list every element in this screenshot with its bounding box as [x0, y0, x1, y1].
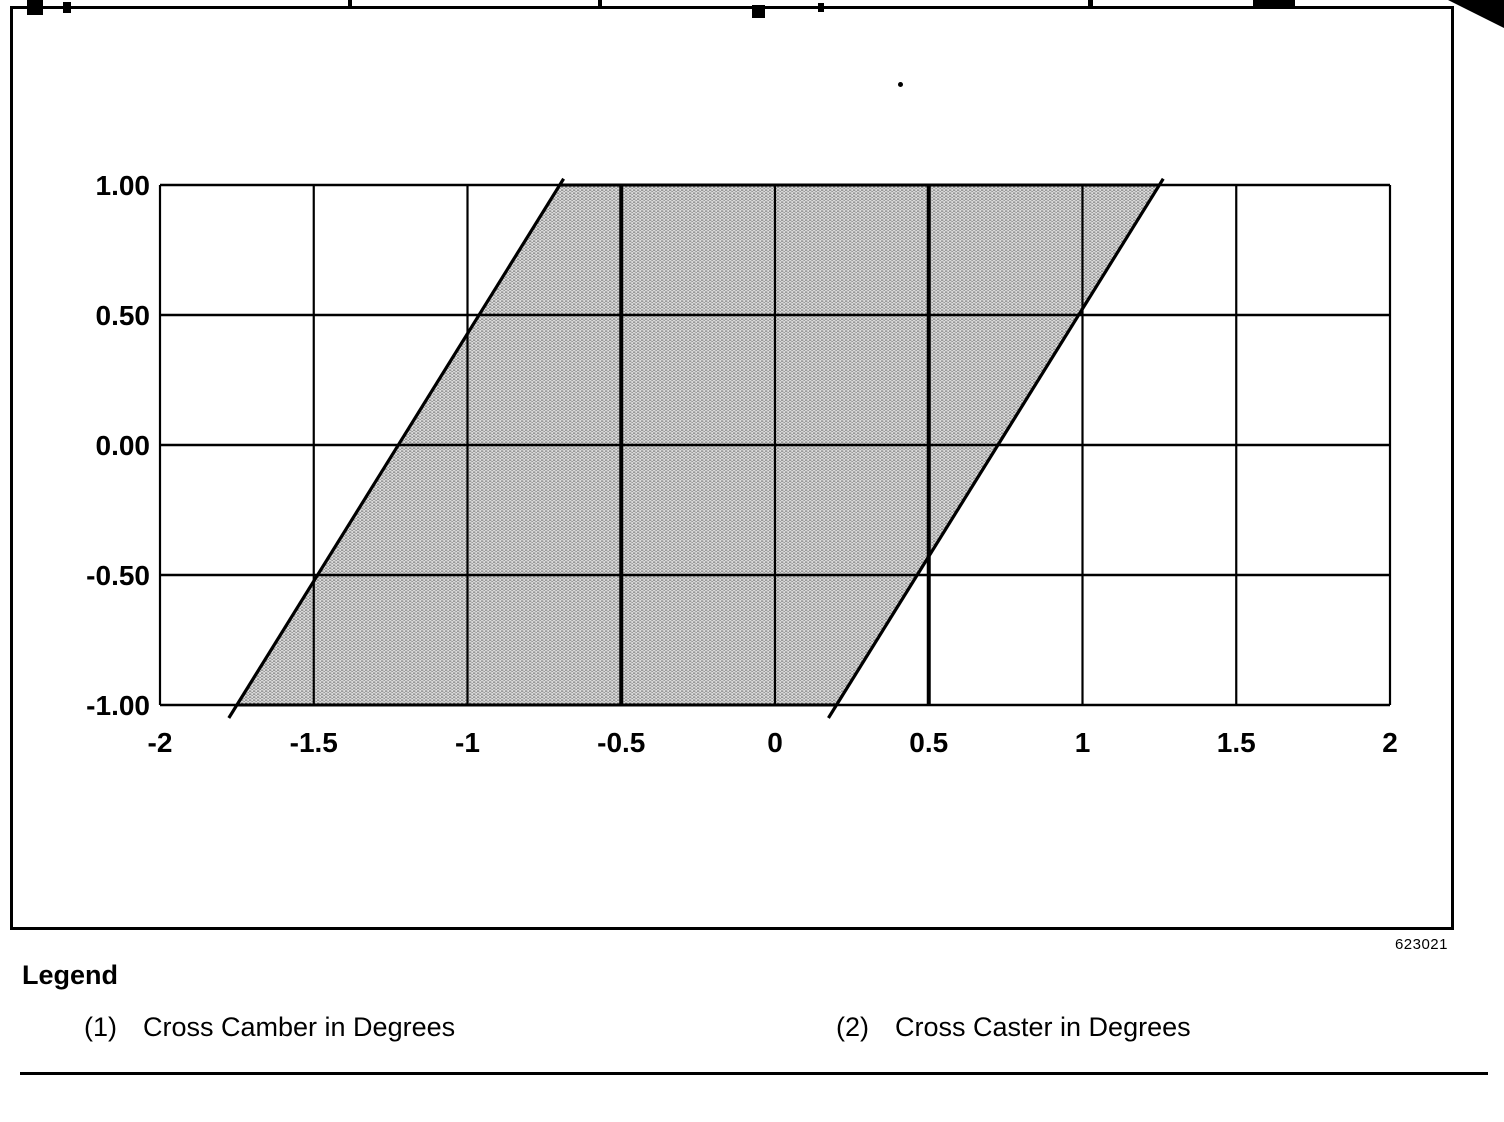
- y-tick-label: 0.00: [96, 430, 151, 461]
- scan-artifact: [818, 3, 824, 12]
- scan-artifact: [63, 2, 71, 13]
- x-tick-label: 1.5: [1217, 727, 1256, 758]
- legend-item-marker: (1): [84, 1012, 117, 1042]
- y-tick-label: -0.50: [86, 560, 150, 591]
- x-tick-label: 2: [1382, 727, 1398, 758]
- legend-item: (2) Cross Caster in Degrees: [836, 1012, 1191, 1043]
- scan-artifact: [598, 0, 602, 8]
- scan-artifact: [1253, 0, 1295, 9]
- figure-frame: 1.00 0.50 0.00 -0.50 -1.00 -2 -1.5 -1 -0.5 0 0.5 1 1…: [10, 6, 1454, 930]
- alignment-spec-chart: 1.000.500.00-0.50-1.00-2 -1.5 -1 -0.5 0 0.5 1 1…: [86, 170, 1398, 758]
- legend-item-label: Cross Camber in Degrees: [143, 1012, 456, 1042]
- x-tick-label: 1: [1075, 727, 1091, 758]
- legend-item-label: Cross Caster in Degrees: [895, 1012, 1191, 1042]
- x-tick-label: 0.5: [909, 727, 948, 758]
- x-tick-label: -1.5: [290, 727, 338, 758]
- region-border: [827, 177, 1165, 719]
- scan-artifact: [898, 82, 903, 87]
- x-tick-label: 0: [767, 727, 783, 758]
- y-tick-label: 1.00: [96, 170, 151, 201]
- scan-artifact: [1088, 0, 1093, 9]
- scan-artifact: [348, 0, 352, 9]
- y-tick-label: 0.50: [96, 300, 151, 331]
- x-tick-label: -2: [148, 727, 173, 758]
- scan-artifact: [27, 0, 43, 15]
- legend-item-marker: (2): [836, 1012, 869, 1042]
- bottom-rule: [20, 1072, 1488, 1075]
- region-border: [227, 177, 565, 719]
- y-tick-label: -1.00: [86, 690, 150, 721]
- figure-number: 623021: [1394, 936, 1448, 953]
- x-tick-label: -1: [455, 727, 480, 758]
- legend-title: Legend: [22, 960, 119, 990]
- x-tick-label: -0.5: [597, 727, 645, 758]
- legend-item: (1) Cross Camber in Degrees: [84, 1012, 455, 1043]
- scan-artifact: [752, 5, 765, 18]
- scan-artifact: [1448, 0, 1504, 28]
